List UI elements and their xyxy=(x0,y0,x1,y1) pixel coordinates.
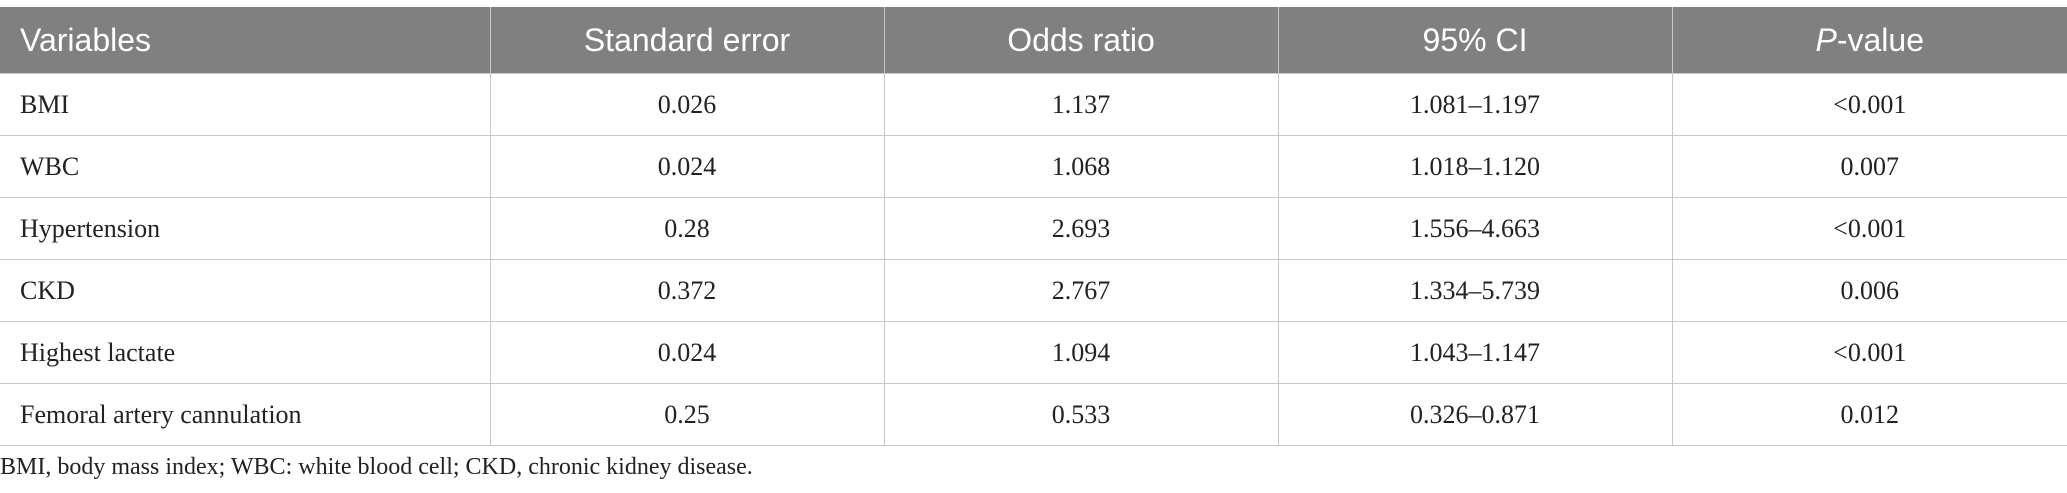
value-cell: 1.334–5.739 xyxy=(1277,259,1673,322)
value-cell: 1.068 xyxy=(883,135,1279,198)
variable-cell: Highest lactate xyxy=(0,321,491,384)
variable-cell: Hypertension xyxy=(0,197,491,260)
table-body: BMI 0.026 1.137 1.081–1.197 <0.001 WBC 0.024 1.… xyxy=(0,73,2067,446)
value-cell: 1.018–1.120 xyxy=(1277,135,1673,198)
header-cell: Odds ratio xyxy=(883,7,1278,74)
variable-cell: Femoral artery cannulation xyxy=(0,383,491,446)
table-row: Femoral artery cannulation 0.25 0.533 0.326… xyxy=(0,383,2067,446)
value-cell: 0.28 xyxy=(489,197,885,260)
footnote: BMI, body mass index; WBC: white blood c… xyxy=(0,454,753,480)
header-row: Variables Standard error Odds ratio 95% CI P… xyxy=(0,7,2067,74)
value-cell: 0.533 xyxy=(883,383,1279,446)
header-cell: Standard error xyxy=(489,7,884,74)
value-cell: 1.081–1.197 xyxy=(1277,73,1673,136)
value-cell: 0.012 xyxy=(1671,383,2067,446)
value-cell: <0.001 xyxy=(1671,197,2067,260)
value-cell: 1.043–1.147 xyxy=(1277,321,1673,384)
value-cell: <0.001 xyxy=(1671,73,2067,136)
value-cell: 1.094 xyxy=(883,321,1279,384)
value-cell: 0.007 xyxy=(1671,135,2067,198)
value-cell: 0.024 xyxy=(489,321,885,384)
value-cell: 2.767 xyxy=(883,259,1279,322)
value-cell: <0.001 xyxy=(1671,321,2067,384)
table-row: CKD 0.372 2.767 1.334–5.739 0.006 xyxy=(0,259,2067,322)
table-row: WBC 0.024 1.068 1.018–1.120 0.007 xyxy=(0,135,2067,198)
table-header: Variables Standard error Odds ratio 95% CI P… xyxy=(0,7,2067,74)
value-cell: 1.556–4.663 xyxy=(1277,197,1673,260)
header-cell: Variables xyxy=(0,7,490,74)
header-cell: P-value xyxy=(1671,7,2067,74)
variable-cell: WBC xyxy=(0,135,491,198)
value-cell: 0.024 xyxy=(489,135,885,198)
variable-cell: BMI xyxy=(0,73,491,136)
value-cell: 0.026 xyxy=(489,73,885,136)
table-row: Hypertension 0.28 2.693 1.556–4.663 <0.001 xyxy=(0,197,2067,260)
value-cell: 0.326–0.871 xyxy=(1277,383,1673,446)
header-cell: 95% CI xyxy=(1277,7,1672,74)
variable-cell: CKD xyxy=(0,259,491,322)
table-row: Highest lactate 0.024 1.094 1.043–1.147 <0.0… xyxy=(0,321,2067,384)
table-row: BMI 0.026 1.137 1.081–1.197 <0.001 xyxy=(0,73,2067,136)
value-cell: 1.137 xyxy=(883,73,1279,136)
value-cell: 0.006 xyxy=(1671,259,2067,322)
value-cell: 0.372 xyxy=(489,259,885,322)
results-table: Variables Standard error Odds ratio 95% CI P… xyxy=(0,7,2067,446)
value-cell: 0.25 xyxy=(489,383,885,446)
value-cell: 2.693 xyxy=(883,197,1279,260)
